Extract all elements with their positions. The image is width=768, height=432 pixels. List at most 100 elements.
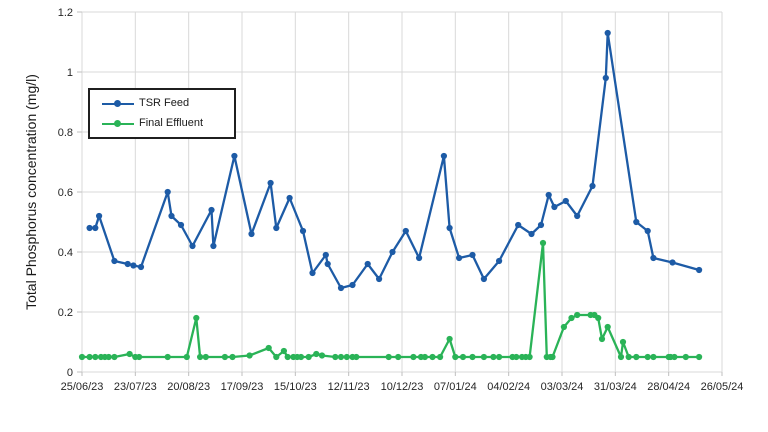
- x-tick-label: 03/03/24: [541, 381, 584, 393]
- data-point-tsr-feed: [86, 224, 93, 232]
- legend-label-tsr-feed: TSR Feed: [139, 97, 190, 109]
- data-point-final-effluent: [284, 353, 291, 361]
- data-point-final-effluent: [437, 353, 444, 361]
- data-point-tsr-feed: [124, 260, 131, 268]
- data-point-final-effluent: [625, 353, 632, 361]
- data-point-final-effluent: [273, 353, 280, 361]
- data-point-tsr-feed: [537, 221, 545, 229]
- data-point-final-effluent: [513, 353, 520, 361]
- data-point-tsr-feed: [551, 203, 558, 211]
- x-tick-label: 12/11/23: [328, 381, 370, 393]
- series-line-final-effluent: [80, 241, 701, 359]
- y-tick-label: 1: [67, 67, 73, 79]
- data-point-tsr-feed: [456, 254, 463, 262]
- data-point-final-effluent: [395, 353, 402, 361]
- data-point-tsr-feed: [389, 248, 396, 256]
- data-point-tsr-feed: [545, 191, 552, 199]
- x-tick-label: 26/05/24: [701, 381, 744, 393]
- data-point-final-effluent: [696, 353, 703, 361]
- data-point-tsr-feed: [633, 218, 640, 226]
- data-point-final-effluent: [682, 353, 689, 361]
- data-point-final-effluent: [297, 353, 305, 361]
- data-series: [78, 29, 703, 361]
- y-tick-label: 0.4: [58, 247, 73, 259]
- data-point-final-effluent: [619, 338, 627, 346]
- data-point-final-effluent: [86, 353, 93, 361]
- data-point-final-effluent: [78, 353, 86, 361]
- data-point-final-effluent: [318, 352, 326, 359]
- data-point-final-effluent: [459, 353, 467, 361]
- x-tick-label: 20/08/23: [167, 381, 210, 393]
- data-point-final-effluent: [246, 352, 253, 359]
- data-point-final-effluent: [633, 353, 640, 361]
- gridlines: [81, 11, 723, 373]
- data-point-final-effluent: [560, 323, 568, 331]
- legend-item-final-effluent: Final Effluent: [102, 118, 226, 129]
- x-tick-label: 28/04/24: [647, 381, 690, 393]
- data-point-final-effluent: [313, 350, 320, 358]
- data-point-tsr-feed: [416, 254, 423, 262]
- legend: TSR Feed Final Effluent: [88, 88, 236, 139]
- data-point-tsr-feed: [231, 152, 238, 160]
- data-point-tsr-feed: [589, 182, 596, 190]
- x-tick-label: 31/03/24: [594, 381, 637, 393]
- data-point-final-effluent: [452, 353, 459, 361]
- data-point-final-effluent: [574, 311, 581, 319]
- data-point-final-effluent: [617, 353, 625, 361]
- y-tick-label: 0: [67, 367, 73, 379]
- data-point-tsr-feed: [446, 224, 453, 232]
- data-point-tsr-feed: [137, 263, 145, 271]
- data-point-tsr-feed: [562, 197, 569, 205]
- data-point-tsr-feed: [376, 275, 383, 283]
- x-tick-label: 17/09/23: [221, 381, 264, 393]
- data-point-final-effluent: [305, 353, 312, 361]
- data-point-tsr-feed: [208, 206, 215, 214]
- y-tick-label: 0.8: [58, 127, 73, 139]
- data-point-tsr-feed: [480, 275, 487, 283]
- data-point-final-effluent: [265, 344, 272, 352]
- data-point-final-effluent: [164, 353, 171, 361]
- data-point-tsr-feed: [364, 260, 371, 268]
- data-point-final-effluent: [136, 353, 143, 361]
- y-axis-labels: 0 0.2 0.4 0.6 0.8 1 1.2: [58, 7, 73, 379]
- data-point-tsr-feed: [696, 266, 703, 274]
- data-point-tsr-feed: [337, 284, 345, 292]
- final-effluent-line-marker-icon: [102, 120, 134, 128]
- data-point-tsr-feed: [469, 251, 476, 259]
- data-point-final-effluent: [337, 353, 345, 361]
- data-point-final-effluent: [353, 353, 360, 361]
- y-tick-label: 0.2: [58, 307, 73, 319]
- data-point-tsr-feed: [111, 257, 118, 265]
- data-point-tsr-feed: [349, 281, 356, 289]
- data-point-tsr-feed: [604, 29, 611, 37]
- data-point-tsr-feed: [322, 251, 329, 259]
- legend-label-final-effluent: Final Effluent: [139, 117, 204, 129]
- data-point-final-effluent: [568, 314, 575, 322]
- data-point-final-effluent: [229, 353, 236, 361]
- data-point-final-effluent: [385, 353, 392, 361]
- data-point-final-effluent: [111, 353, 118, 361]
- data-point-tsr-feed: [248, 230, 255, 238]
- data-point-final-effluent: [598, 335, 606, 343]
- data-point-tsr-feed: [650, 254, 657, 262]
- data-point-tsr-feed: [602, 74, 609, 82]
- data-point-final-effluent: [193, 314, 200, 322]
- data-point-final-effluent: [595, 314, 602, 322]
- data-point-final-effluent: [490, 353, 497, 361]
- data-point-final-effluent: [496, 353, 503, 361]
- y-axis-title: Total Phosphorus concentration (mg/l): [23, 74, 39, 310]
- data-point-tsr-feed: [440, 152, 447, 160]
- data-point-tsr-feed: [210, 242, 217, 250]
- data-point-final-effluent: [92, 353, 99, 361]
- y-tick-label: 1.2: [58, 7, 73, 19]
- data-point-final-effluent: [410, 353, 417, 361]
- data-point-tsr-feed: [324, 260, 331, 268]
- data-point-final-effluent: [280, 347, 287, 355]
- data-point-final-effluent: [197, 353, 204, 361]
- data-point-tsr-feed: [309, 269, 316, 277]
- data-point-tsr-feed: [286, 194, 293, 202]
- data-point-final-effluent: [650, 353, 657, 361]
- x-axis-labels: 25/06/23 23/07/23 20/08/23 17/09/23 15/10/23…: [61, 381, 744, 393]
- data-point-final-effluent: [221, 353, 228, 361]
- x-tick-label: 07/01/24: [434, 381, 477, 393]
